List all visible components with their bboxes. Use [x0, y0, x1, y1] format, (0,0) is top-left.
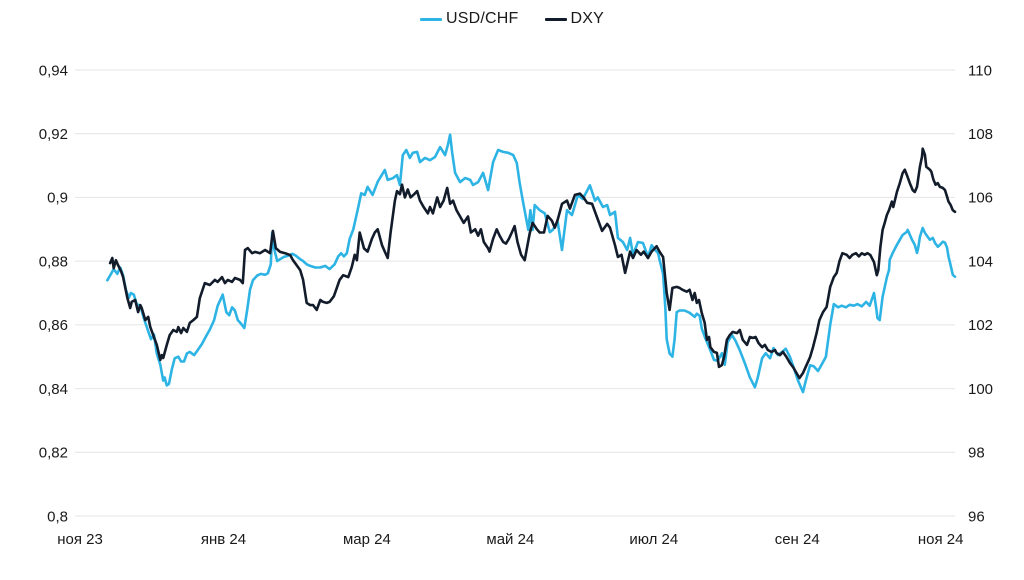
x-axis-tick-label: июл 24: [629, 531, 678, 548]
left-axis-tick-label: 0,82: [39, 445, 68, 462]
x-axis-tick-label: ноя 24: [918, 531, 964, 548]
left-axis-tick-label: 0,92: [39, 126, 68, 143]
left-axis-tick-label: 0,86: [39, 317, 68, 334]
legend-item-dxy: DXY: [544, 10, 605, 28]
left-axis-tick-label: 0,8: [47, 508, 68, 525]
x-axis-tick-label: сен 24: [775, 531, 820, 548]
x-axis-tick-label: янв 24: [201, 531, 246, 548]
x-axis-tick-label: мар 24: [343, 531, 391, 548]
x-axis-tick-label: май 24: [486, 531, 534, 548]
right-axis-tick-label: 102: [968, 317, 993, 334]
right-axis-tick-label: 104: [968, 253, 993, 270]
right-axis-tick-label: 106: [968, 190, 993, 207]
legend-item-usdchf: USD/CHF: [419, 10, 519, 28]
left-axis-tick-label: 0,94: [39, 62, 68, 79]
right-axis-tick-label: 110: [968, 62, 992, 79]
dxy-line: [108, 147, 957, 380]
left-axis-tick-label: 0,88: [39, 253, 68, 270]
legend-swatch-dxy-icon: [544, 17, 567, 21]
right-axis-tick-label: 98: [968, 445, 985, 462]
right-axis-tick-label: 100: [968, 381, 993, 398]
left-axis-tick-label: 0,84: [39, 381, 68, 398]
legend-swatch-usdchf-icon: [419, 17, 442, 21]
usdchf-line: [106, 133, 957, 394]
legend-label-dxy: DXY: [570, 10, 604, 27]
left-axis-tick-label: 0,9: [47, 190, 68, 207]
x-axis-tick-label: ноя 23: [57, 531, 103, 548]
right-axis-tick-label: 108: [968, 126, 993, 143]
right-axis-tick-label: 96: [968, 508, 985, 525]
chart-legend: USD/CHF DXY: [0, 10, 1024, 28]
legend-label-usdchf: USD/CHF: [445, 10, 519, 27]
